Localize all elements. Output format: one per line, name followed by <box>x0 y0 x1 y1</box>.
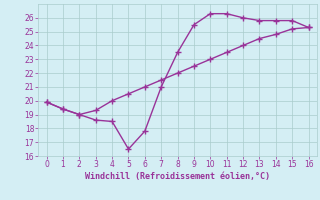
X-axis label: Windchill (Refroidissement éolien,°C): Windchill (Refroidissement éolien,°C) <box>85 172 270 181</box>
